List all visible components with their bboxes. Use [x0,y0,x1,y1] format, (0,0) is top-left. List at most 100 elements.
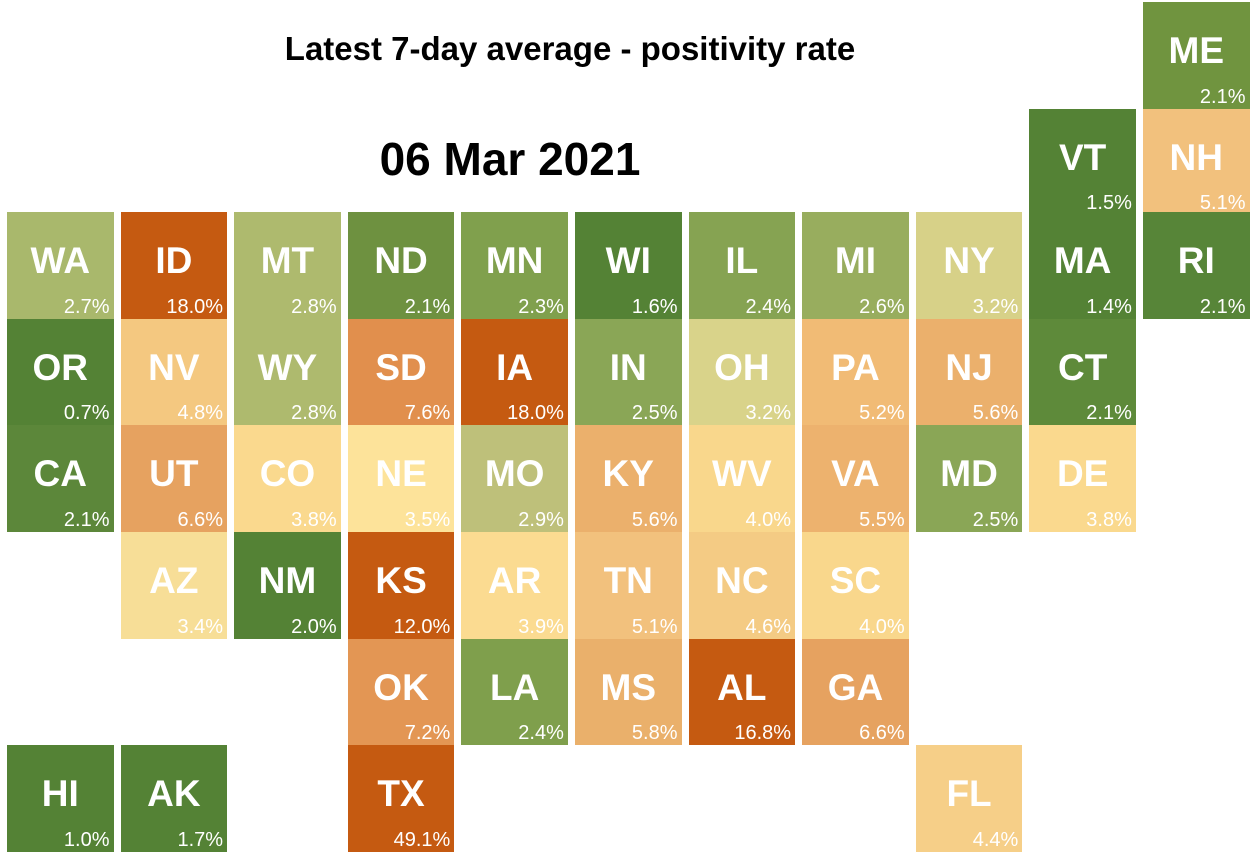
state-tile-mt: MT 2.8% [234,212,341,319]
positivity-rate-label: 5.5% [859,508,905,531]
positivity-rate-label: 1.6% [631,295,678,318]
state-abbreviation: MS [600,666,657,708]
state-abbreviation: WA [30,240,91,281]
state-abbreviation: MT [260,240,315,281]
state-tile-la: LA 2.4% [461,638,568,745]
positivity-rate-label: 2.4% [518,722,564,744]
state-tile-ct: CT 2.1% [1029,318,1136,425]
state-abbreviation: ID [155,240,193,281]
state-tile-az: AZ 3.4% [120,532,228,639]
state-tile-ok: OK 7.2% [347,638,455,745]
state-tile-wy: WY 2.8% [234,318,341,425]
state-abbreviation: CT [1057,346,1108,388]
positivity-rate-label: 3.8% [1086,508,1132,531]
positivity-rate-label: 2.1% [1199,295,1246,318]
state-abbreviation: AZ [149,560,199,601]
state-abbreviation: TX [377,773,425,814]
state-abbreviation: OH [714,346,770,388]
state-abbreviation: IA [496,346,534,388]
positivity-rate-label: 16.8% [734,722,792,744]
positivity-rate-label: 12.0% [393,615,451,638]
state-abbreviation: WY [257,346,318,388]
state-tile-nd: ND 2.1% [347,212,455,319]
state-tile-wv: WV 4.0% [688,425,796,532]
state-tile-fl: FL 4.4% [915,745,1023,852]
state-tile-al: AL 16.8% [688,638,796,745]
state-abbreviation: KY [602,453,654,494]
state-abbreviation: WV [712,453,772,494]
state-abbreviation: GA [827,666,884,708]
positivity-rate-label: 4.0% [745,508,792,531]
state-abbreviation: AR [487,560,542,601]
state-abbreviation: DE [1056,453,1109,494]
positivity-rate-label: 2.0% [291,615,337,638]
state-tile-ar: AR 3.9% [461,532,568,639]
state-abbreviation: MO [484,453,545,494]
positivity-rate-label: 1.4% [1086,295,1132,318]
state-tile-sd: SD 7.6% [347,318,455,425]
positivity-rate-label: 7.6% [404,402,451,424]
positivity-rate-label: 4.0% [859,615,905,638]
positivity-rate-label: 2.5% [972,508,1019,531]
state-abbreviation: IL [725,240,759,281]
positivity-rate-label: 7.2% [404,722,451,744]
positivity-rate-label: 1.0% [63,828,110,851]
state-tile-wa: WA 2.7% [7,212,114,319]
positivity-rate-label: 2.1% [1086,402,1132,424]
chart-title: Latest 7-day average - positivity rate [284,30,856,67]
state-tile-mi: MI 2.6% [802,212,909,319]
state-tile-md: MD 2.5% [915,425,1023,532]
positivity-rate-label: 2.5% [631,402,678,424]
positivity-rate-label: 2.7% [63,295,110,318]
state-tile-sc: SC 4.0% [802,532,909,639]
state-abbreviation: NJ [945,346,993,388]
positivity-rate-label: 0.7% [63,402,110,424]
state-abbreviation: MI [834,240,876,281]
chart-subtitle-date: 06 Mar 2021 [379,133,641,185]
state-tile-nc: NC 4.6% [688,532,796,639]
positivity-rate-label: 1.5% [1086,192,1132,214]
state-abbreviation: OR [32,346,89,388]
state-tile-ma: MA 1.4% [1029,212,1136,319]
state-tile-ny: NY 3.2% [915,212,1023,319]
state-abbreviation: KS [375,560,427,601]
state-tile-in: IN 2.5% [575,318,682,425]
state-abbreviation: HI [41,773,79,814]
state-abbreviation: AL [717,666,767,708]
state-abbreviation: WI [605,240,651,281]
state-tile-ne: NE 3.5% [347,425,455,532]
positivity-rate-label: 3.2% [972,295,1019,318]
state-tile-ri: RI 2.1% [1143,212,1250,319]
positivity-rate-label: 6.6% [177,508,224,531]
positivity-rate-label: 5.1% [1199,192,1246,214]
positivity-rate-label: 2.8% [291,402,337,424]
state-abbreviation: UT [149,453,199,494]
state-tile-nh: NH 5.1% [1143,108,1250,215]
positivity-rate-label: 1.7% [177,828,224,851]
state-tile-ut: UT 6.6% [120,425,228,532]
state-abbreviation: RI [1177,240,1215,281]
positivity-rate-label: 3.4% [177,615,224,638]
positivity-rate-label: 5.1% [631,615,678,638]
positivity-rate-label: 5.8% [631,722,678,744]
state-abbreviation: NY [943,240,995,281]
state-tile-nv: NV 4.8% [120,318,228,425]
state-tile-mo: MO 2.9% [461,425,568,532]
state-tile-me: ME 2.1% [1143,2,1250,109]
state-tile-ms: MS 5.8% [575,638,682,745]
positivity-rate-label: 49.1% [393,828,451,851]
state-tile-pa: PA 5.2% [802,318,909,425]
state-abbreviation: NM [258,560,317,601]
state-abbreviation: TN [603,560,653,601]
state-abbreviation: SD [375,346,427,388]
state-tile-il: IL 2.4% [688,212,796,319]
positivity-rate-label: 2.4% [745,295,792,318]
positivity-rate-label: 3.2% [745,402,792,424]
positivity-rate-label: 4.4% [972,828,1019,851]
positivity-rate-label: 2.1% [1199,85,1246,108]
positivity-rate-label: 5.2% [859,402,905,424]
state-tile-tx: TX 49.1% [347,745,455,852]
state-tile-nm: NM 2.0% [234,532,341,639]
state-abbreviation: ME [1168,30,1225,71]
state-tile-de: DE 3.8% [1029,425,1136,532]
